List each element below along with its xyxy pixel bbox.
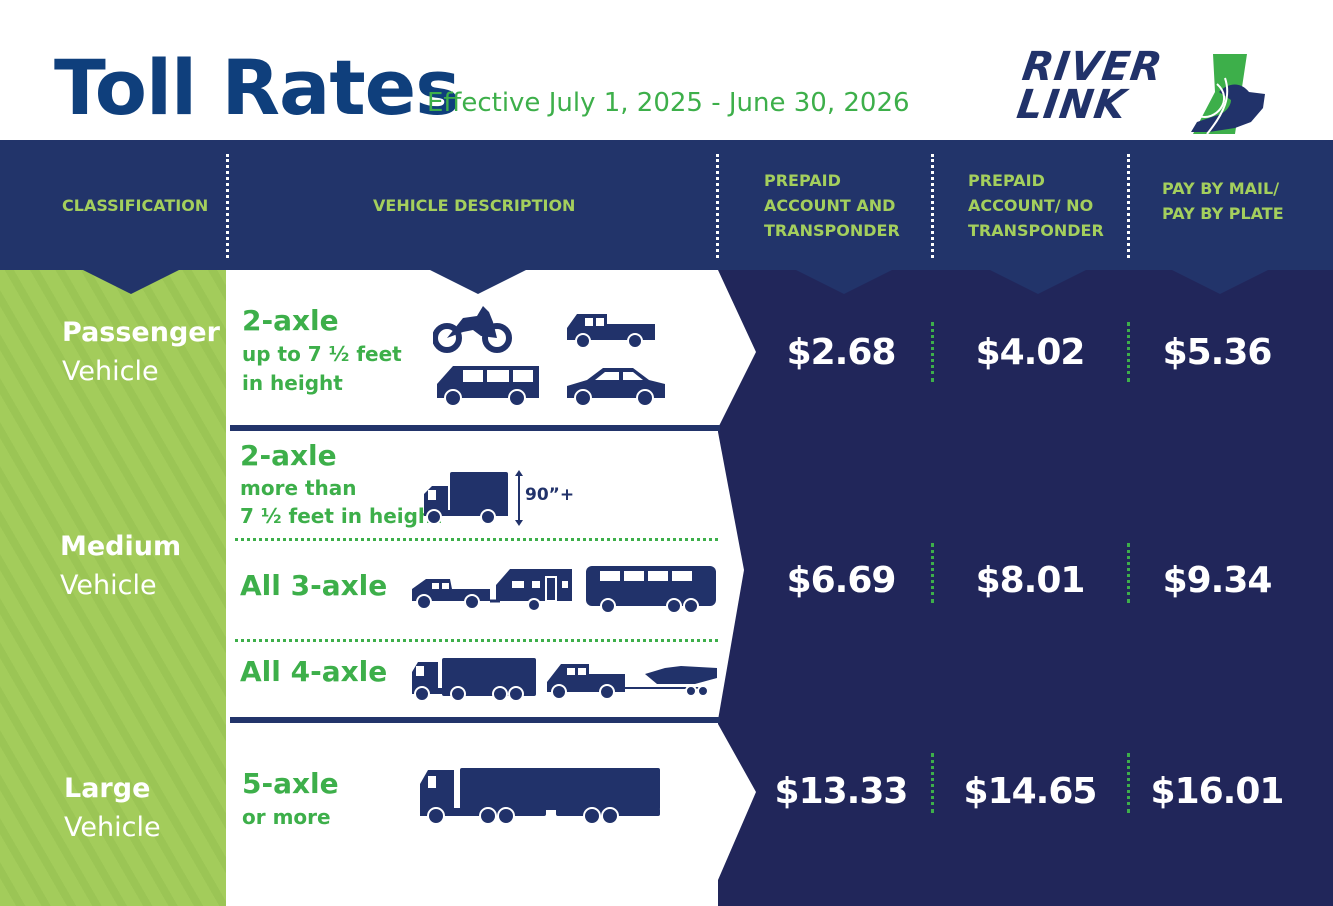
- height-label: 90”+: [525, 485, 575, 505]
- price-passenger-pay-by-mail: $5.36: [1162, 332, 1273, 373]
- logo-wordmark: RIVER LINK: [1014, 44, 1166, 128]
- price-passenger-prepaid-transponder: $2.68: [786, 332, 897, 373]
- header-pointer: [1172, 270, 1268, 294]
- price-divider: [931, 753, 934, 813]
- column-header-classification: CLASSIFICATION: [62, 195, 209, 215]
- riverlink-logo: RIVER LINK: [1014, 44, 1270, 138]
- price-divider: [1127, 543, 1130, 603]
- classification-large: Large Vehicle: [64, 769, 161, 847]
- height-arrow-icon: [515, 470, 523, 526]
- pickup-truck-icon: [567, 314, 655, 349]
- header-line: ACCOUNT AND: [764, 195, 896, 215]
- header-pointer: [430, 270, 526, 294]
- header-line: PREPAID: [764, 170, 841, 190]
- logo-line-1: RIVER: [1019, 44, 1166, 90]
- classification-medium: Medium Vehicle: [60, 527, 181, 605]
- header-divider: [716, 154, 719, 258]
- header-line: PAY BY PLATE: [1162, 204, 1284, 223]
- van-icon: [437, 366, 539, 407]
- price-passenger-prepaid-no-transponder: $4.02: [975, 332, 1086, 373]
- pickup-with-camper-trailer-icon: [412, 569, 572, 612]
- class-line: Vehicle: [60, 570, 157, 601]
- header-line: PAY BY MAIL/: [1162, 179, 1280, 198]
- price-medium-prepaid-no-transponder: $8.01: [975, 560, 1086, 601]
- bus-icon: [586, 566, 716, 614]
- subrow-separator: [235, 639, 718, 642]
- class-line: Vehicle: [62, 356, 159, 387]
- price-large-pay-by-mail: $16.01: [1150, 771, 1285, 812]
- desc-sub-line: more than: [240, 476, 357, 500]
- row-separator: [230, 717, 720, 723]
- desc-sub: more than 7 ½ feet in height: [240, 474, 442, 530]
- price-divider: [931, 543, 934, 603]
- logo-line-2: LINK: [1014, 82, 1130, 128]
- desc-main: 2-axle: [240, 439, 337, 472]
- header-divider: [226, 154, 229, 258]
- effective-dates: Effective July 1, 2025 - June 30, 2026: [427, 88, 910, 118]
- price-medium-prepaid-transponder: $6.69: [786, 560, 897, 601]
- row-arrow-shapes: [700, 270, 756, 906]
- price-divider: [1127, 753, 1130, 813]
- subrow-separator: [235, 538, 718, 541]
- desc-main: All 4-axle: [240, 655, 388, 688]
- sedan-icon: [567, 368, 665, 407]
- desc-sub-line: in height: [242, 371, 343, 395]
- desc-main: 2-axle: [242, 304, 339, 337]
- row-separator: [230, 425, 720, 431]
- price-large-prepaid-no-transponder: $14.65: [963, 771, 1098, 812]
- desc-main: 5-axle: [242, 767, 339, 800]
- column-header-pay-by-mail: PAY BY MAIL/ PAY BY PLATE: [1162, 136, 1322, 266]
- column-header-prepaid-no-transponder: PREPAID ACCOUNT/ NO TRANSPONDER: [968, 140, 1123, 270]
- header-line: TRANSPONDER: [764, 220, 900, 240]
- pickup-with-boat-trailer-icon: [547, 664, 717, 700]
- tractor-trailer-4axle-icon: [412, 658, 536, 702]
- motorcycle-icon: [433, 306, 512, 353]
- header-pointer: [990, 270, 1086, 294]
- classification-passenger: Passenger Vehicle: [62, 313, 220, 391]
- page-title: Toll Rates: [54, 43, 460, 132]
- header-pointer: [796, 270, 892, 294]
- desc-sub: up to 7 ½ feet in height: [242, 340, 402, 398]
- header-line: TRANSPONDER: [968, 220, 1104, 240]
- price-divider: [1127, 322, 1130, 382]
- classification-column: [0, 270, 226, 906]
- price-divider: [931, 322, 934, 382]
- box-truck-icon: [424, 472, 508, 525]
- column-header-prepaid-transponder: PREPAID ACCOUNT AND TRANSPONDER: [764, 140, 924, 270]
- semi-truck-double-trailer-icon: [420, 768, 660, 825]
- header-line: ACCOUNT/ NO: [968, 195, 1094, 215]
- header-divider: [1127, 154, 1130, 258]
- desc-sub-line: up to 7 ½ feet: [242, 342, 402, 366]
- table-header: CLASSIFICATION VEHICLE DESCRIPTION PREPA…: [0, 140, 1333, 270]
- price-large-prepaid-transponder: $13.33: [774, 771, 909, 812]
- class-line: Passenger: [62, 317, 220, 348]
- header-pointer: [83, 270, 179, 294]
- desc-sub: or more: [242, 805, 331, 829]
- desc-sub-line: 7 ½ feet in height: [240, 504, 442, 528]
- header-line: PREPAID: [968, 170, 1045, 190]
- top-banner: Toll Rates Effective July 1, 2025 - June…: [0, 0, 1333, 140]
- price-medium-pay-by-mail: $9.34: [1162, 560, 1273, 601]
- kentucky-indiana-map-icon: [1191, 54, 1265, 134]
- header-divider: [931, 154, 934, 258]
- column-header-vehicle-description: VEHICLE DESCRIPTION: [373, 195, 576, 215]
- class-line: Medium: [60, 531, 182, 562]
- desc-main: All 3-axle: [240, 569, 388, 602]
- class-line: Large: [64, 773, 151, 804]
- price-column-area: [718, 270, 1333, 906]
- class-line: Vehicle: [64, 812, 161, 843]
